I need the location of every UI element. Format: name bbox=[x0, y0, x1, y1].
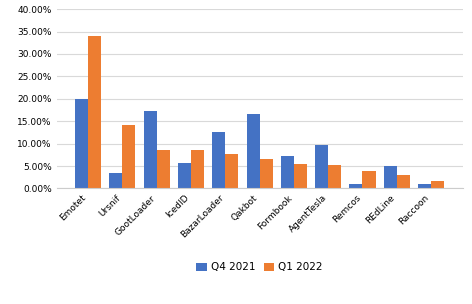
Bar bbox=[294, 164, 307, 188]
Bar bbox=[281, 156, 294, 188]
Bar bbox=[349, 184, 362, 188]
Bar bbox=[75, 99, 88, 188]
Bar bbox=[178, 163, 191, 188]
Bar bbox=[328, 165, 341, 188]
Bar bbox=[260, 159, 273, 188]
Bar bbox=[143, 111, 157, 188]
Bar bbox=[212, 132, 225, 188]
Bar bbox=[418, 184, 431, 188]
Bar bbox=[122, 125, 135, 188]
Bar bbox=[110, 173, 122, 188]
Bar bbox=[157, 150, 170, 188]
Bar bbox=[431, 181, 444, 188]
Bar bbox=[315, 144, 328, 188]
Bar bbox=[88, 36, 101, 188]
Bar bbox=[397, 174, 410, 188]
Bar bbox=[225, 154, 238, 188]
Bar bbox=[246, 115, 260, 188]
Bar bbox=[384, 166, 397, 188]
Legend: Q4 2021, Q1 2022: Q4 2021, Q1 2022 bbox=[192, 258, 327, 277]
Bar bbox=[191, 150, 204, 188]
Bar bbox=[362, 171, 376, 188]
